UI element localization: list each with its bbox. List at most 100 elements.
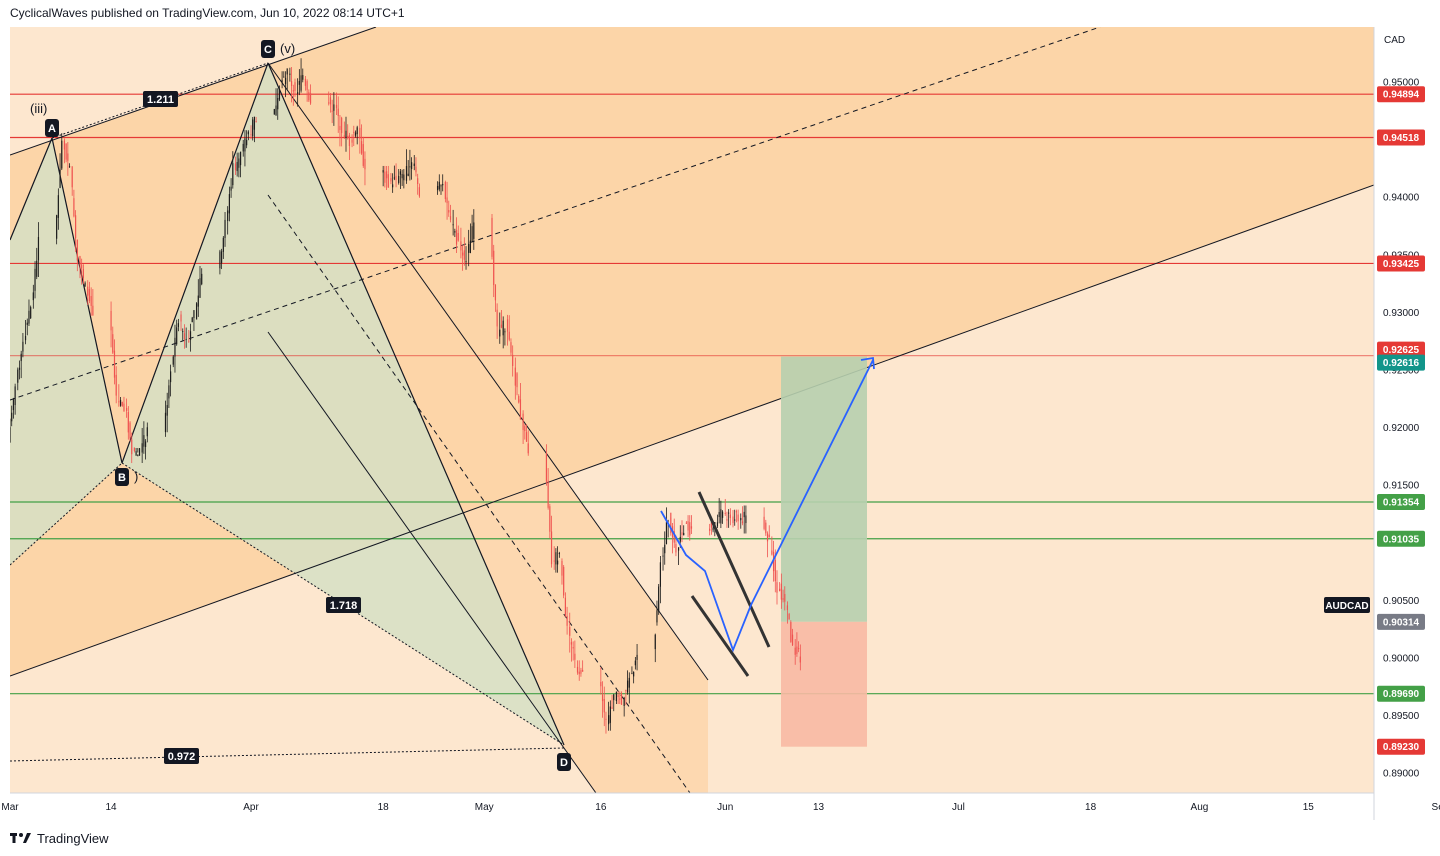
candle-body [615, 691, 617, 701]
candle-body [721, 511, 724, 518]
symbol-tag-bg [1324, 597, 1370, 613]
plot-area[interactable] [9, 27, 1374, 793]
candle-body [510, 342, 512, 353]
candle-body [603, 699, 605, 713]
candle-body [740, 518, 742, 521]
candle-body [329, 97, 332, 105]
candle-body [724, 512, 726, 514]
candle-body [90, 295, 92, 306]
fib-ratio-box-bg [164, 748, 199, 764]
candle-body [110, 310, 112, 331]
stop-zone [781, 621, 867, 747]
price-axis-panel [1374, 27, 1440, 793]
candle-body [609, 706, 611, 723]
candle-body [626, 680, 629, 693]
candle-body [658, 586, 660, 612]
pivot-B: B [118, 472, 126, 484]
candle-body [452, 224, 454, 226]
candle-body [118, 401, 120, 403]
candle-body [119, 399, 122, 406]
pivot-box-C [261, 40, 275, 58]
candle-body [18, 367, 21, 370]
candle-body [238, 158, 240, 168]
time-tick-May: May [475, 802, 494, 813]
candle-body [20, 353, 22, 362]
candle-body [628, 677, 630, 688]
candle-body [670, 512, 672, 534]
candle-body [341, 117, 343, 134]
candle-body [405, 166, 408, 181]
candle-body [634, 660, 636, 666]
price-badge-bg [1377, 685, 1425, 702]
price-tick-0.94000: 0.94000 [1383, 193, 1420, 204]
candle-body [448, 210, 450, 213]
candle-body [569, 627, 571, 636]
candle-body [273, 109, 275, 115]
candle-body [555, 552, 557, 565]
tradingview-footer[interactable]: TradingView [10, 829, 109, 847]
candle-body [636, 654, 638, 660]
candle-body [26, 322, 28, 325]
price-chart[interactable]: CAD0.950000.940000.935000.930000.925000.… [0, 0, 1440, 828]
pattern-line-11 [51, 137, 123, 464]
candle-body [176, 327, 178, 345]
candle-body [763, 516, 765, 529]
candle-body [709, 528, 711, 531]
candle-body [687, 521, 689, 531]
candle-body [113, 350, 116, 378]
candle-body [677, 547, 680, 551]
candle-body [298, 80, 300, 85]
candle-body [180, 314, 182, 322]
candle-body [382, 170, 384, 173]
candle-body [566, 615, 568, 626]
pattern-line-3 [267, 331, 597, 793]
price-badge-bg [1377, 341, 1425, 358]
candle-body [115, 374, 117, 396]
candle-body [732, 516, 734, 523]
candle-body [502, 320, 504, 336]
candle-body [557, 560, 559, 565]
candle-body [141, 443, 143, 453]
candle-body [197, 295, 199, 307]
candle-body [191, 317, 193, 323]
time-tick-13: 13 [813, 802, 825, 813]
price-badge-0.91354: 0.91354 [1383, 498, 1420, 509]
candle-body [741, 521, 744, 524]
candle-body [613, 694, 615, 701]
wave-label-C: (v) [280, 41, 295, 56]
candle-body [170, 371, 172, 383]
flag-upper-line [697, 491, 771, 648]
candle-body [436, 185, 439, 191]
candle-body [255, 120, 257, 122]
candle-body [659, 562, 661, 587]
candle-body [561, 560, 563, 576]
candle-body [290, 81, 293, 86]
candle-body [345, 130, 347, 138]
candle-body [224, 219, 226, 238]
price-tick-0.90000: 0.90000 [1383, 654, 1420, 665]
candle-body [710, 522, 712, 528]
candle-body [387, 174, 389, 188]
candle-body [246, 139, 248, 146]
candle-body [183, 333, 186, 339]
candle-body [135, 451, 137, 456]
candle-body [508, 331, 510, 340]
candle-body [524, 426, 526, 432]
candle-body [558, 553, 560, 555]
candle-body [438, 181, 440, 190]
candle-body [493, 250, 495, 286]
candle-body [512, 354, 514, 366]
fib-ratio-0.972: 0.972 [168, 751, 196, 763]
candle-body [518, 396, 520, 403]
candle-body [574, 653, 576, 660]
time-tick-15: 15 [1303, 802, 1315, 813]
pattern-line-13 [267, 62, 565, 746]
candle-body [333, 104, 335, 111]
candle-body [353, 131, 355, 133]
candles [10, 58, 801, 734]
candle-body [791, 634, 794, 646]
candle-body [28, 310, 30, 324]
candle-body [126, 407, 128, 411]
candle-body [335, 104, 338, 109]
price-tick-0.89500: 0.89500 [1383, 711, 1420, 722]
